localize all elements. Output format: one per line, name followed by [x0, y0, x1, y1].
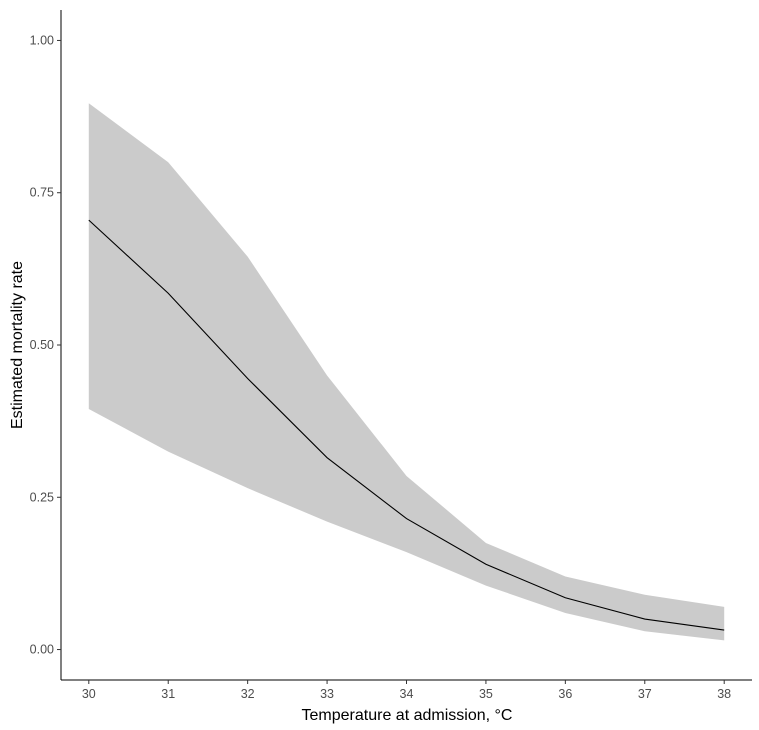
- x-tick-label: 32: [241, 687, 255, 701]
- axes: 0.00 0.25 0.50 0.75 1.00 30 31 32 33 34 35 36 37 38: [30, 10, 752, 701]
- x-tick-label: 37: [638, 687, 652, 701]
- x-tick-label: 35: [479, 687, 493, 701]
- y-tick-label: 0.50: [30, 338, 54, 352]
- x-tick-label: 33: [320, 687, 334, 701]
- y-tick-label: 0.75: [30, 186, 54, 200]
- confidence-band: [88, 103, 725, 641]
- y-tick-label: 1.00: [30, 33, 54, 47]
- x-tick-label: 36: [558, 687, 572, 701]
- y-tick-label: 0.00: [30, 643, 54, 657]
- x-tick-label: 31: [161, 687, 175, 701]
- y-tick-label: 0.25: [30, 490, 54, 504]
- y-axis-title: Estimated mortality rate: [9, 261, 26, 429]
- estimate-line: [88, 219, 725, 631]
- x-axis-title: Temperature at admission, °C: [302, 707, 513, 724]
- plot-area: [88, 103, 725, 641]
- x-tick-label: 38: [717, 687, 731, 701]
- x-tick-label: 34: [400, 687, 414, 701]
- x-tick-label: 30: [82, 687, 96, 701]
